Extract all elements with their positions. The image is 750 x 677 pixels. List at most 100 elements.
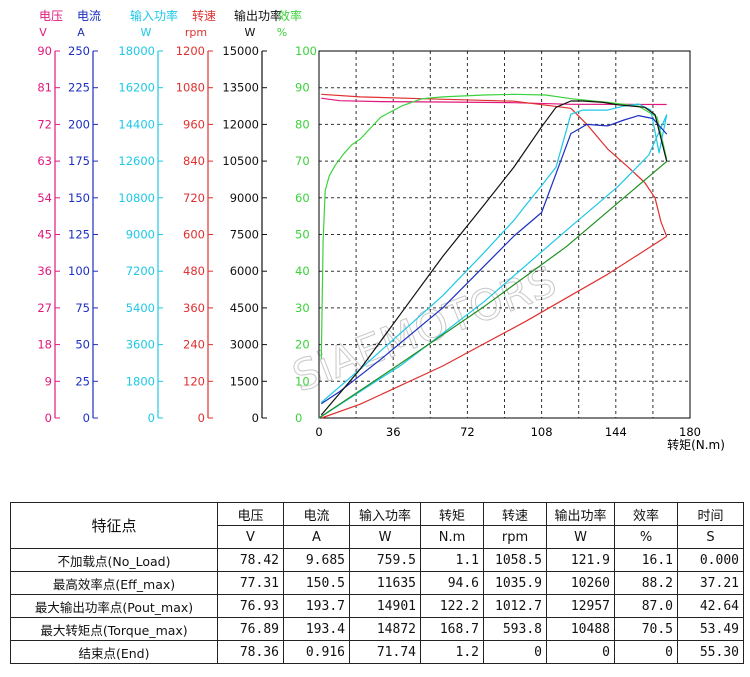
table-cell: 593.8	[483, 617, 547, 641]
series-lines	[318, 93, 668, 419]
y-tick-label: 13500	[222, 81, 259, 95]
x-tick-label: 72	[460, 425, 475, 439]
y-tick-label: 10500	[222, 154, 259, 168]
table-cell: 168.7	[420, 617, 484, 641]
y-tick-label: 100	[68, 264, 90, 278]
y-tick-label: 18000	[118, 44, 155, 58]
table-cell: 9.685	[283, 548, 350, 572]
y-axis-input_power: 输入功率 W 0 1800 3600 5400 7200 9000 10800 12600 1440…	[118, 8, 178, 425]
table-cell: 0	[614, 640, 678, 664]
y-tick-label: 1800	[126, 374, 155, 388]
y-tick-label: 175	[68, 154, 90, 168]
x-tick-label: 180	[679, 425, 701, 439]
y-tick-label: 80	[295, 117, 310, 131]
y-tick-label: 16200	[118, 81, 155, 95]
y-tick-label: 0	[295, 411, 302, 425]
series-line-efficiency	[320, 93, 668, 359]
series-line-input_power	[318, 103, 668, 419]
series-line-speed	[321, 235, 668, 419]
table-cell: 1012.7	[483, 594, 547, 618]
y-axes: 电压V09182736455463728190电流A02550751001251…	[37, 8, 317, 425]
y-tick-label: 3000	[230, 338, 259, 352]
row-label: 最大转矩点(Torque_max)	[10, 617, 218, 641]
y-tick-label: 840	[183, 154, 205, 168]
row-label: 结束点(End)	[10, 640, 218, 664]
table-cell: 12957	[546, 594, 615, 618]
y-tick-label: 60	[295, 191, 310, 205]
y-tick-label: 4500	[230, 301, 259, 315]
row-label: 最大输出功率点(Pout_max)	[10, 594, 218, 618]
y-tick-label: 3600	[126, 338, 155, 352]
header-unit-row: V A W N.m rpm W% S	[11, 525, 744, 549]
y-tick-label: 9000	[230, 191, 259, 205]
y-tick-label: 1080	[176, 81, 205, 95]
y-tick-label: 54	[37, 191, 52, 205]
motor-performance-chart: SiAEMOTORS 电压 V 0 9 18 27 36 45 54 63 72 81 90 电流 A 0 25…	[37, 8, 725, 452]
y-tick-label: 720	[183, 191, 205, 205]
y-tick-label: 14400	[118, 117, 155, 131]
y-axis-title: 输入功率	[130, 8, 178, 23]
watermark: SiAEMOTORS	[286, 256, 564, 402]
y-tick-label: 27	[37, 301, 52, 315]
y-tick-label: 250	[68, 44, 90, 58]
table-cell: 10260	[546, 571, 615, 595]
y-tick-label: 10	[295, 374, 310, 388]
plot-grid	[318, 50, 691, 419]
y-tick-label: 120	[183, 374, 205, 388]
y-tick-label: 15000	[222, 44, 259, 58]
y-axis-unit: W	[245, 26, 256, 39]
y-tick-label: 81	[37, 81, 52, 95]
y-tick-label: 20	[295, 338, 310, 352]
column-header-name: 输出功率	[546, 502, 615, 526]
y-axis-efficiency: 效率% 0 10 20 30 40 50 60 70 80 90 100	[277, 8, 317, 425]
column-header-unit: %	[614, 525, 678, 549]
table-cell: 193.7	[283, 594, 350, 618]
table-cell: 77.31	[217, 571, 284, 595]
table-cell: 53.49	[677, 617, 744, 641]
column-header-name: 输入功率	[349, 502, 421, 526]
table-body: 不加载点(No_Load) 78.42 9.685 759.5 1.1 1058.5 121…	[10, 548, 744, 664]
table-cell: 0.916	[283, 640, 350, 664]
y-tick-label: 225	[68, 81, 90, 95]
y-tick-label: 1500	[230, 374, 259, 388]
y-tick-label: 960	[183, 117, 205, 131]
y-axis-unit: W	[141, 26, 152, 39]
y-tick-label: 63	[37, 154, 52, 168]
table-cell: 759.5	[349, 548, 421, 572]
column-header-unit: W	[349, 525, 421, 549]
y-axis-unit: A	[77, 26, 85, 39]
y-tick-label: 72	[37, 117, 52, 131]
x-tick-label: 108	[531, 425, 553, 439]
table-cell: 122.2	[420, 594, 484, 618]
column-header-name: 时间	[677, 502, 744, 526]
table-cell: 14872	[349, 617, 421, 641]
y-axis-title: 电压	[39, 9, 63, 23]
row-label: 最高效率点(Eff_max)	[10, 571, 218, 595]
y-axis-title: 转速	[192, 8, 216, 23]
series-line-output_power	[318, 160, 668, 419]
y-tick-label: 0	[45, 411, 52, 425]
table-row: 不加载点(No_Load) 78.42 9.685 759.5 1.1 1058.5 121…	[10, 548, 744, 572]
x-tick-label: 144	[605, 425, 627, 439]
table-cell: 14901	[349, 594, 421, 618]
table-cell: 0	[546, 640, 615, 664]
feature-points-table: 特征点 电压 电流 输入功率 转矩 转速 输出功率 效率 时间 V A W N.m rpm W% S 不加…	[10, 502, 744, 664]
y-axis-output_power: 输出功率 W 0 1500 3000 4500 6000 7500 9000 10500 12000…	[222, 8, 282, 425]
y-tick-label: 36	[37, 264, 52, 278]
y-tick-label: 50	[295, 228, 310, 242]
header-name-row: 特征点 电压 电流 输入功率 转矩 转速 输出功率 效率 时间	[10, 502, 744, 549]
table-cell: 55.30	[677, 640, 744, 664]
y-tick-label: 240	[183, 338, 205, 352]
y-tick-label: 0	[198, 411, 205, 425]
y-tick-label: 7500	[230, 228, 259, 242]
y-tick-label: 200	[68, 117, 90, 131]
column-header-unit: A	[283, 525, 350, 549]
column-header-name: 电流	[283, 502, 350, 526]
y-axis-voltage: 电压 V 0 9 18 27 36 45 54 63 72 81 90	[37, 9, 63, 425]
y-tick-label: 5400	[126, 301, 155, 315]
y-axis-speed: 转速 rpm 0 120 240 360 480 600 720 840 960 1080 1200	[176, 8, 216, 425]
column-header-name: 效率	[614, 502, 678, 526]
y-tick-label: 6000	[230, 264, 259, 278]
table-cell: 78.42	[217, 548, 284, 572]
